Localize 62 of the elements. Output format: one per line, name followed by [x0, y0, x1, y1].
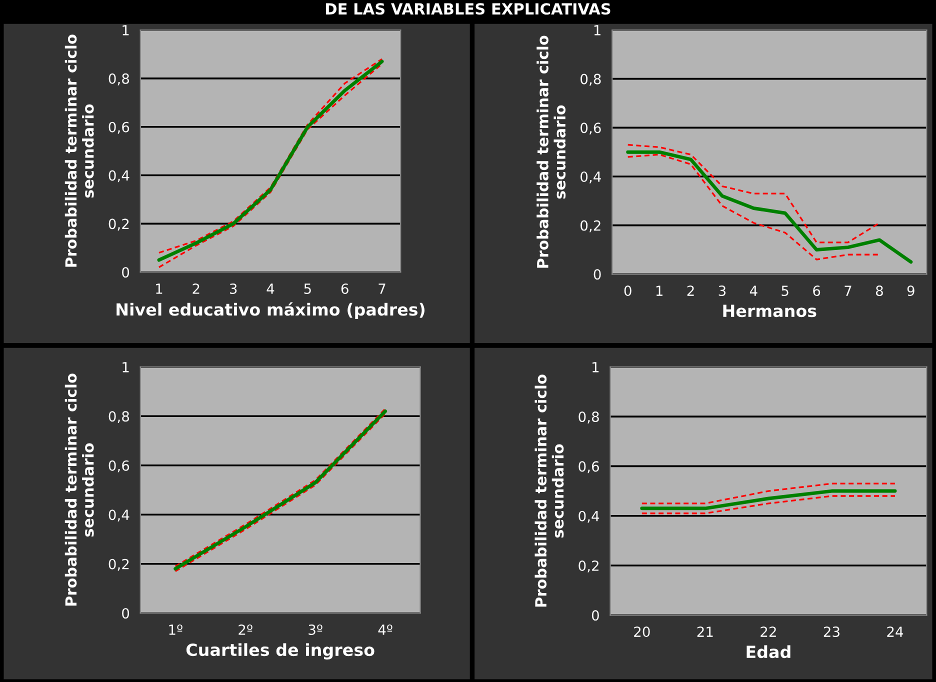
- x-tick-label: 4: [750, 286, 758, 296]
- x-tick-label: 20: [634, 626, 650, 638]
- y-tick-label: 0,2: [578, 560, 598, 572]
- x-axis-title: Cuartiles de ingreso: [186, 643, 374, 660]
- x-tick-label: 2: [687, 286, 694, 296]
- y-tick-label: 1: [592, 362, 599, 372]
- x-tick-label: 21: [697, 626, 713, 637]
- y-tick-label: 1: [594, 25, 600, 36]
- y-tick-label: 0,4: [108, 170, 130, 182]
- y-tick-label: 0,8: [580, 74, 601, 86]
- x-tick-label: 6: [341, 283, 348, 294]
- x-tick-label: 7: [844, 286, 852, 296]
- x-tick-label: 24: [887, 626, 904, 637]
- y-tick-label: 0,4: [580, 171, 601, 184]
- x-tick-label: 3: [230, 283, 237, 294]
- y-axis-title: Probabilidad terminar ciclo secundario: [64, 374, 94, 606]
- x-tick-label: 22: [760, 626, 776, 637]
- line-series: [626, 150, 913, 264]
- y-tick-label: 0,6: [108, 122, 130, 134]
- y-tick-label: 0,2: [108, 558, 129, 571]
- x-axis-title: Edad: [746, 645, 790, 658]
- y-tick-label: 0,4: [108, 510, 130, 522]
- y-tick-label: 0,8: [578, 412, 599, 424]
- x-tick-label: 1º: [169, 624, 182, 635]
- x-tick-label: 3º: [308, 624, 322, 635]
- x-tick-label: 1: [156, 284, 162, 294]
- y-tick-label: 0: [122, 608, 130, 619]
- x-tick-label: 23: [824, 626, 840, 638]
- y-tick-label: 0,6: [578, 461, 599, 474]
- y-tick-label: 0,4: [578, 510, 600, 523]
- x-tick-label: 2: [192, 283, 200, 294]
- y-tick-label: 1: [122, 25, 129, 36]
- x-tick-label: 6: [813, 286, 820, 296]
- y-tick-label: 0,6: [580, 122, 601, 135]
- y-axis-title: Probabilidad terminar ciclo secundario: [534, 374, 564, 607]
- text: DE LAS VARIABLES EXPLICATIVAS: [326, 3, 610, 15]
- line-series: [627, 144, 880, 244]
- x-tick-label: 4: [266, 284, 274, 294]
- y-axis-title: Probabilidad terminar ciclo secundario: [64, 34, 94, 267]
- y-tick-label: 0,6: [108, 460, 130, 472]
- x-tick-label: 5: [782, 286, 788, 296]
- y-tick-label: 0,8: [108, 411, 130, 424]
- y-axis-title: Probabilidad terminar ciclo secundario: [536, 36, 566, 268]
- x-tick-label: 3: [718, 286, 726, 296]
- x-tick-label: 0: [624, 286, 632, 296]
- x-tick-label: 9: [907, 286, 914, 296]
- y-tick-label: 1: [122, 362, 129, 372]
- x-axis-title: Hermanos: [723, 304, 816, 318]
- x-tick-label: 8: [876, 286, 883, 296]
- x-tick-label: 2º: [238, 624, 252, 635]
- y-tick-label: 0,2: [108, 218, 129, 231]
- x-tick-label: 5: [304, 284, 311, 294]
- y-tick-label: 0: [122, 267, 130, 278]
- y-tick-label: 0: [594, 269, 601, 280]
- line-series: [627, 154, 880, 260]
- x-tick-label: 4º: [378, 624, 392, 635]
- y-tick-label: 0: [592, 610, 599, 621]
- x-tick-label: 1: [656, 286, 662, 296]
- y-tick-label: 0,8: [108, 73, 130, 86]
- x-axis-title: Nivel educativo máximo (padres): [116, 302, 424, 320]
- x-tick-label: 7: [378, 284, 386, 294]
- y-tick-label: 0,2: [580, 220, 600, 232]
